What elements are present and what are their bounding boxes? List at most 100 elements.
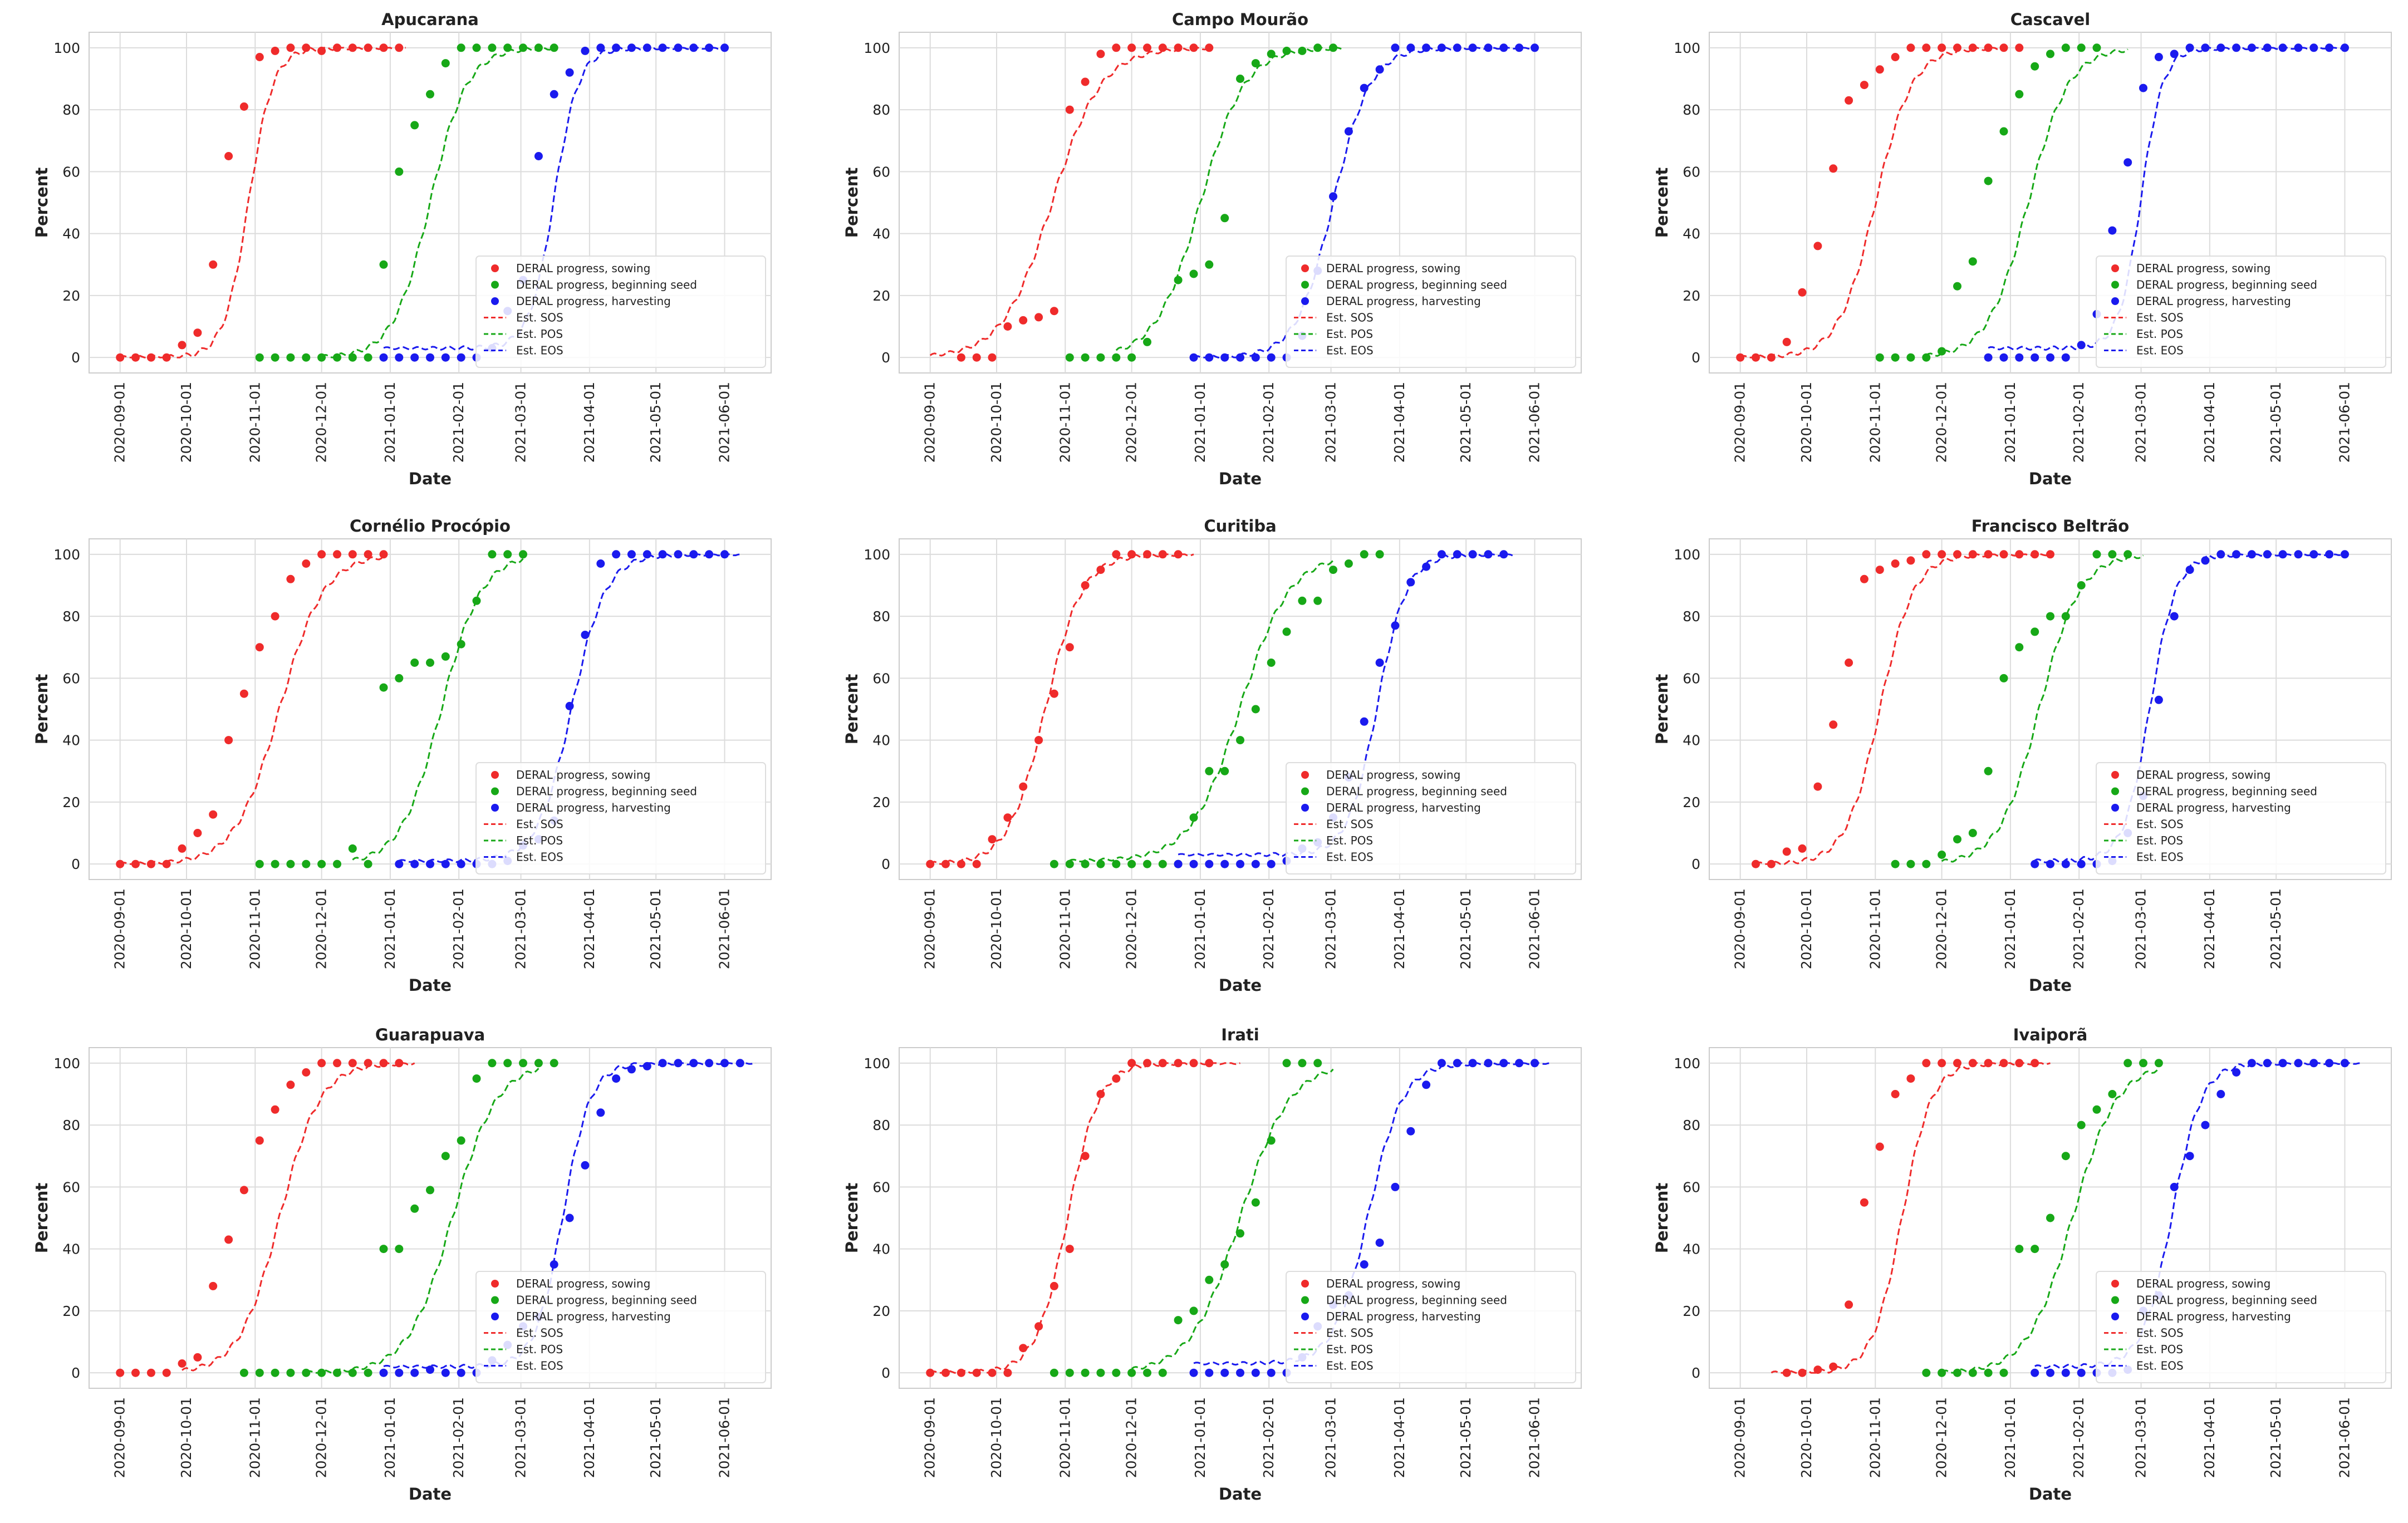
sowing-point	[1922, 43, 1931, 52]
legend-label: Est. EOS	[516, 1359, 563, 1373]
legend-label: DERAL progress, sowing	[2136, 768, 2270, 782]
sowing-point	[1875, 65, 1884, 74]
y-tick-label: 60	[62, 670, 80, 686]
sowing-point	[1829, 720, 1838, 729]
x-tick-label: 2020-11-01	[1057, 1397, 1073, 1478]
harvest-point	[596, 1108, 605, 1117]
x-tick-label: 2020-10-01	[1798, 382, 1814, 463]
harvest-point	[2201, 556, 2210, 565]
y-axis-label: Percent	[842, 674, 861, 745]
y-tick-label: 80	[62, 608, 80, 625]
legend-box	[1286, 762, 1576, 875]
legend: DERAL progress, sowing DERAL progress, be…	[475, 256, 766, 368]
legend-label: Est. SOS	[2136, 1327, 2184, 1340]
y-tick-label: 20	[1683, 1303, 1700, 1319]
harvest-point	[1220, 353, 1229, 362]
seed-point	[2061, 612, 2070, 621]
est-eos-line	[399, 553, 740, 863]
seed-point	[1112, 1368, 1121, 1377]
y-tick-label: 0	[1691, 1365, 1700, 1381]
sowing-point	[302, 1068, 311, 1077]
harvest-point	[1484, 550, 1493, 559]
harvest-point	[1531, 43, 1539, 52]
sowing-point	[146, 859, 155, 868]
sowing-point	[1782, 847, 1791, 856]
y-tick-label: 100	[53, 1055, 80, 1072]
seed-point	[410, 1204, 419, 1213]
harvest-point	[2216, 1090, 2225, 1098]
harvest-point	[1344, 127, 1353, 136]
sowing-point	[1938, 1059, 1946, 1068]
seed-point	[2031, 1245, 2039, 1254]
x-tick-label: 2020-10-01	[988, 382, 1004, 463]
sowing-point	[957, 859, 965, 868]
harvest-point	[596, 43, 605, 52]
harvest-point	[2154, 695, 2163, 704]
legend-label: Est. POS	[516, 834, 563, 847]
legend-marker	[2111, 787, 2119, 795]
sowing-point	[131, 353, 140, 362]
sowing-point	[286, 574, 295, 583]
legend-label: Est. POS	[1326, 327, 1373, 341]
legend-marker	[2111, 264, 2119, 272]
seed-point	[519, 1059, 527, 1068]
seed-point	[426, 659, 434, 667]
harvest-point	[2077, 859, 2086, 868]
y-axis-label: Percent	[1652, 168, 1671, 238]
x-tick-label: 2021-02-01	[2071, 382, 2087, 463]
seed-point	[1174, 276, 1183, 284]
seed-point	[1313, 596, 1322, 605]
harvest-point	[705, 550, 714, 559]
seed-point	[534, 1059, 543, 1068]
seed-point	[1065, 859, 1074, 868]
harvest-point	[410, 859, 419, 868]
sowing-point	[116, 353, 125, 362]
seed-point	[1205, 1275, 1214, 1284]
sowing-point	[1984, 43, 1993, 52]
est-sos-line	[120, 47, 406, 358]
legend-label: DERAL progress, sowing	[516, 1277, 650, 1290]
harvest-point	[720, 1059, 729, 1068]
sowing-point	[131, 859, 140, 868]
sowing-point	[2031, 550, 2039, 559]
harvest-point	[1453, 43, 1462, 52]
seed-point	[286, 353, 295, 362]
sowing-point	[1845, 659, 1853, 667]
sowing-point	[1112, 43, 1121, 52]
harvest-point	[581, 46, 590, 55]
sowing-point	[193, 829, 202, 837]
sowing-point	[317, 550, 326, 559]
seed-point	[472, 1074, 481, 1083]
sowing-point	[1968, 1059, 1977, 1068]
seed-point	[2046, 1214, 2054, 1222]
sowing-point	[271, 1105, 279, 1114]
y-tick-label: 0	[881, 1365, 890, 1381]
harvest-point	[2108, 226, 2117, 235]
sowing-point	[1813, 242, 1822, 250]
x-tick-label: 2021-06-01	[1526, 382, 1542, 463]
legend-label: DERAL progress, beginning seed	[1326, 1294, 1507, 1307]
seed-point	[1220, 1260, 1229, 1269]
legend-box	[2096, 256, 2386, 368]
seed-point	[1953, 835, 1961, 844]
legend-label: Est. SOS	[2136, 818, 2184, 831]
sowing-point	[1034, 313, 1043, 322]
seed-point	[1158, 859, 1167, 868]
x-tick-label: 2021-01-01	[2002, 1397, 2018, 1478]
x-tick-label: 2021-02-01	[450, 382, 467, 463]
sowing-point	[972, 1368, 981, 1377]
sowing-point	[1049, 689, 1058, 698]
x-tick-label: 2020-10-01	[1798, 1397, 1814, 1478]
seed-point	[2154, 1059, 2163, 1068]
est-pos-line	[1941, 554, 2144, 863]
y-tick-label: 80	[872, 1117, 890, 1133]
est-pos-line	[1115, 47, 1343, 351]
x-axis-label: Date	[2029, 1485, 2072, 1504]
y-tick-label: 100	[1674, 40, 1700, 56]
legend-marker	[1301, 804, 1309, 812]
harvest-point	[2263, 550, 2272, 559]
harvest-point	[2341, 1059, 2349, 1068]
harvest-point	[1468, 43, 1477, 52]
sowing-point	[1891, 53, 1900, 61]
